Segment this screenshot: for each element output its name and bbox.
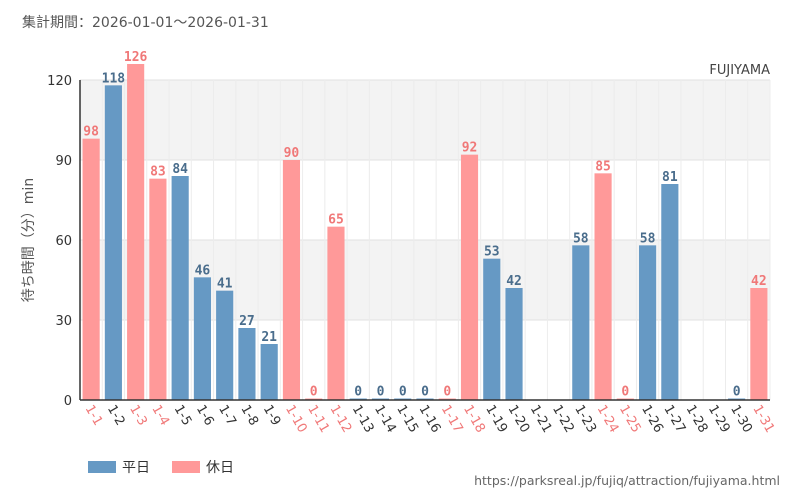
legend-item-holiday[interactable]: 休日 <box>172 457 234 477</box>
x-tick-label: 1-19 <box>482 403 510 436</box>
value-label-1-16: 0 <box>421 385 429 400</box>
x-tick-label: 1-13 <box>349 403 377 436</box>
x-tick-label: 1-5 <box>171 403 195 429</box>
y-tick-label: 60 <box>55 234 72 249</box>
value-label-1-19: 53 <box>484 245 500 260</box>
x-tick-label: 1-6 <box>193 403 217 429</box>
value-label-1-5: 84 <box>172 162 188 177</box>
source-url[interactable]: https://parksreal.jp/fujiq/attraction/fu… <box>474 473 780 488</box>
x-tick-label: 1-26 <box>638 403 666 436</box>
value-label-1-1: 98 <box>83 125 99 140</box>
bar-1-9[interactable] <box>260 344 278 400</box>
value-label-1-3: 126 <box>124 50 148 65</box>
bar-1-23[interactable] <box>572 245 590 400</box>
x-tick-label: 1-24 <box>594 403 622 436</box>
bar-1-24[interactable] <box>594 173 612 400</box>
value-label-1-10: 90 <box>284 146 300 161</box>
x-tick-label: 1-23 <box>571 403 599 436</box>
value-label-1-27: 81 <box>662 170 678 185</box>
x-tick-label: 1-18 <box>460 403 488 436</box>
legend-swatch-weekday <box>88 461 116 473</box>
x-tick-label: 1-30 <box>727 403 755 436</box>
y-tick-label: 30 <box>55 314 72 329</box>
bar-1-1[interactable] <box>82 138 100 400</box>
legend-label-holiday: 休日 <box>206 460 234 476</box>
value-label-1-12: 65 <box>328 213 344 228</box>
y-tick-label: 90 <box>55 154 72 169</box>
x-tick-label: 1-8 <box>237 403 261 429</box>
value-label-1-14: 0 <box>377 385 385 400</box>
value-label-1-4: 83 <box>150 165 166 180</box>
x-tick-label: 1-9 <box>260 403 284 429</box>
legend-swatch-holiday <box>172 461 200 473</box>
x-tick-label: 1-27 <box>660 403 688 436</box>
value-label-1-7: 41 <box>217 277 233 292</box>
bar-1-20[interactable] <box>505 288 523 400</box>
x-tick-label: 1-25 <box>616 403 644 436</box>
x-tick-label: 1-7 <box>215 403 239 429</box>
y-tick-label: 120 <box>47 74 72 89</box>
value-label-1-8: 27 <box>239 314 255 329</box>
value-label-1-18: 92 <box>462 141 478 156</box>
y-tick-label: 0 <box>64 394 72 409</box>
x-tick-label: 1-20 <box>505 403 533 436</box>
y-axis-ticks: 0 30 60 90 120 <box>47 74 72 409</box>
chart-legend: 平日 休日 <box>88 457 256 477</box>
bar-1-26[interactable] <box>639 245 657 400</box>
x-tick-label: 1-28 <box>683 403 711 436</box>
x-tick-label: 1-16 <box>416 403 444 436</box>
x-tick-label: 1-11 <box>304 403 332 436</box>
value-label-1-13: 0 <box>354 385 362 400</box>
x-axis-ticks: 1-11-21-31-41-51-61-71-81-91-101-111-121… <box>82 403 777 436</box>
value-label-1-25: 0 <box>621 385 629 400</box>
x-tick-label: 1-1 <box>82 403 106 429</box>
value-label-1-23: 58 <box>573 231 589 246</box>
x-tick-label: 1-21 <box>527 403 555 436</box>
bar-1-5[interactable] <box>171 176 189 400</box>
bar-1-31[interactable] <box>750 288 768 400</box>
x-tick-label: 1-3 <box>126 403 150 429</box>
x-tick-label: 1-2 <box>104 403 128 429</box>
chart-title: FUJIYAMA <box>709 63 770 78</box>
bar-1-8[interactable] <box>238 328 256 400</box>
x-tick-label: 1-4 <box>148 403 172 429</box>
bar-1-6[interactable] <box>193 277 211 400</box>
bar-1-3[interactable] <box>127 64 145 400</box>
x-tick-label: 1-29 <box>705 403 733 436</box>
legend-label-weekday: 平日 <box>122 460 150 476</box>
x-tick-label: 1-15 <box>393 403 421 436</box>
bar-1-19[interactable] <box>483 258 501 400</box>
x-tick-label: 1-12 <box>327 403 355 436</box>
bar-1-2[interactable] <box>104 85 122 400</box>
x-tick-label: 1-22 <box>549 403 577 436</box>
value-label-1-20: 42 <box>506 274 522 289</box>
value-label-1-17: 0 <box>443 385 451 400</box>
bar-1-4[interactable] <box>149 178 167 400</box>
x-tick-label: 1-14 <box>371 403 399 436</box>
legend-item-weekday[interactable]: 平日 <box>88 457 150 477</box>
x-tick-label: 1-10 <box>282 403 310 436</box>
bar-1-7[interactable] <box>216 290 234 400</box>
value-label-1-31: 42 <box>751 274 767 289</box>
value-label-1-15: 0 <box>399 385 407 400</box>
bar-1-27[interactable] <box>661 184 679 400</box>
x-tick-label: 1-31 <box>749 403 777 436</box>
value-label-1-2: 118 <box>102 71 126 86</box>
x-tick-label: 1-17 <box>438 403 466 436</box>
value-label-1-24: 85 <box>595 159 611 174</box>
period-label: 集計期間：2026-01-01～2026-01-31 <box>22 15 269 31</box>
value-label-1-11: 0 <box>310 385 318 400</box>
background-band <box>80 160 770 240</box>
bar-1-12[interactable] <box>327 226 345 400</box>
value-label-1-9: 21 <box>261 330 277 345</box>
chart-bars <box>82 64 768 400</box>
background-band <box>80 80 770 160</box>
bar-1-10[interactable] <box>282 160 301 400</box>
value-label-1-30: 0 <box>733 385 741 400</box>
value-label-1-26: 58 <box>640 231 656 246</box>
value-label-1-6: 46 <box>195 263 211 278</box>
bar-1-18[interactable] <box>460 154 479 400</box>
